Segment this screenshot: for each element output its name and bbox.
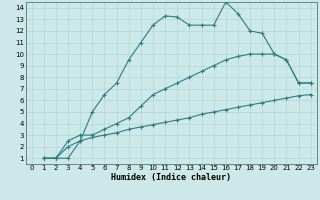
X-axis label: Humidex (Indice chaleur): Humidex (Indice chaleur) (111, 173, 231, 182)
